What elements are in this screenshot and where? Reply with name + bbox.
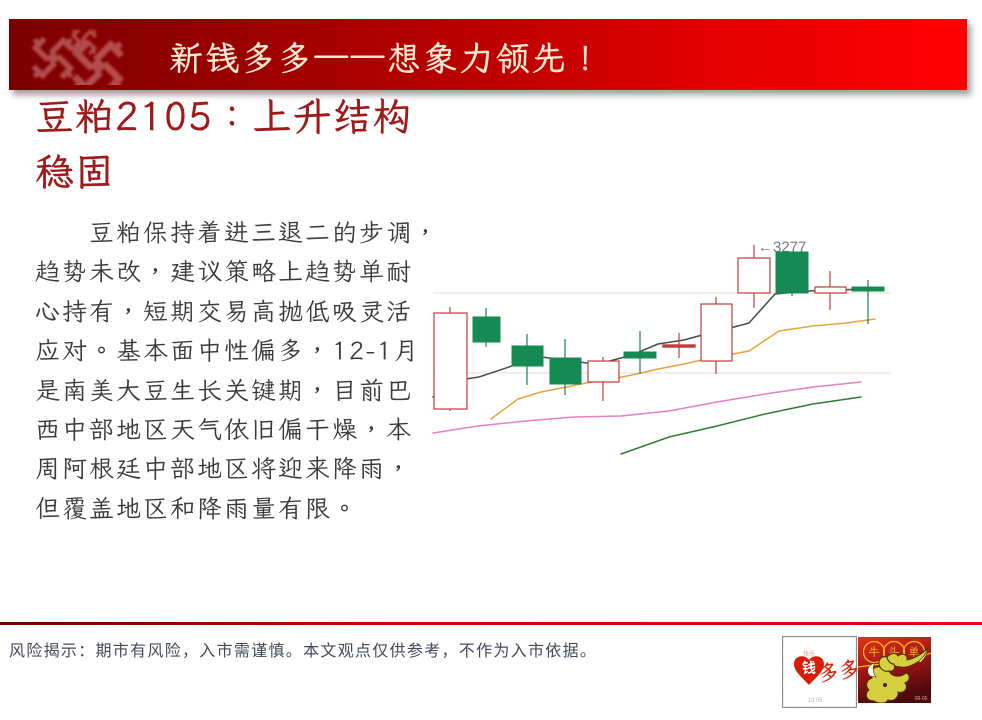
svg-text:快乐: 快乐 [803, 649, 815, 658]
svg-text:牛: 牛 [868, 645, 880, 660]
svg-text:多多: 多多 [816, 653, 857, 687]
svg-text:08-05: 08-05 [915, 696, 928, 702]
svg-text:13:05: 13:05 [807, 698, 823, 704]
svg-text:钱: 钱 [802, 658, 816, 678]
